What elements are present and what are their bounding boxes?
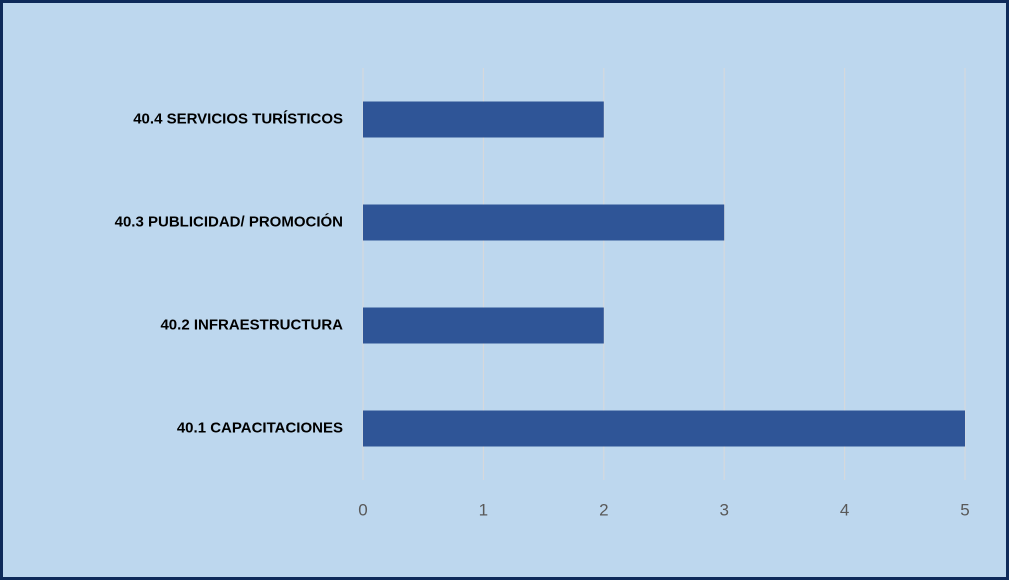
bar: [363, 410, 965, 447]
y-tick-label: 40.1 CAPACITACIONES: [177, 419, 343, 436]
x-tick-label: 4: [840, 500, 849, 519]
x-tick-label: 3: [719, 500, 728, 519]
x-tick-label: 2: [599, 500, 608, 519]
y-tick-label: 40.3 PUBLICIDAD/ PROMOCIÓN: [115, 212, 343, 230]
bar: [363, 307, 604, 344]
y-tick-label: 40.2 INFRAESTRUCTURA: [160, 316, 343, 333]
bar: [363, 101, 604, 138]
x-tick-label: 5: [960, 500, 969, 519]
x-tick-label: 0: [358, 500, 367, 519]
x-tick-label: 1: [479, 500, 488, 519]
y-tick-label: 40.4 SERVICIOS TURÍSTICOS: [133, 110, 343, 127]
bar: [363, 204, 725, 241]
